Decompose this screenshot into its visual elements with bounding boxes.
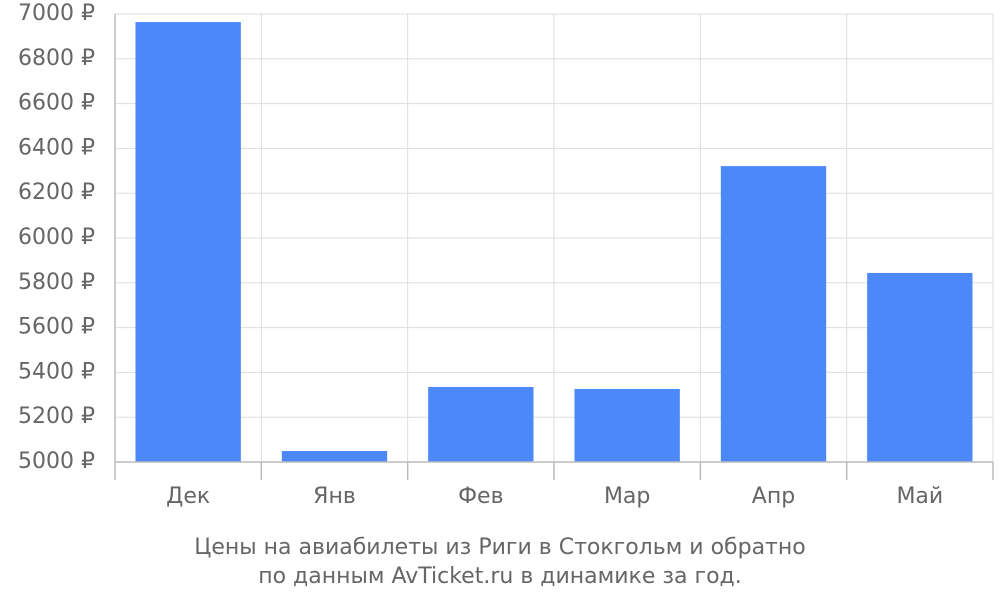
y-tick-label: 5600 ₽ xyxy=(18,315,95,340)
y-tick-label: 6200 ₽ xyxy=(18,180,95,205)
x-tick-label: Мар xyxy=(604,484,650,509)
y-tick-label: 6400 ₽ xyxy=(18,135,95,160)
bar xyxy=(135,22,241,463)
x-tick-label: Янв xyxy=(313,484,356,509)
y-tick-label: 6600 ₽ xyxy=(18,91,95,116)
x-tick-label: Апр xyxy=(752,484,795,509)
chart-title: Цены на авиабилеты из Риги в Стокгольм и… xyxy=(194,535,805,560)
x-tick-label: Дек xyxy=(166,484,210,509)
bar xyxy=(574,388,680,462)
y-tick-label: 5200 ₽ xyxy=(18,404,95,429)
y-tick-label: 5000 ₽ xyxy=(18,449,95,474)
bar xyxy=(428,386,534,462)
chart-subtitle: по данным AvTicket.ru в динамике за год. xyxy=(258,564,742,589)
bar xyxy=(867,272,973,462)
y-tick-label: 5400 ₽ xyxy=(18,359,95,384)
y-tick-label: 6800 ₽ xyxy=(18,46,95,71)
x-tick-label: Фев xyxy=(458,484,503,509)
bar xyxy=(720,166,827,462)
y-tick-label: 7000 ₽ xyxy=(18,1,95,26)
bar xyxy=(281,451,388,462)
x-tick-label: Май xyxy=(896,484,943,509)
y-tick-label: 6000 ₽ xyxy=(18,225,95,250)
y-tick-label: 5800 ₽ xyxy=(18,270,95,295)
